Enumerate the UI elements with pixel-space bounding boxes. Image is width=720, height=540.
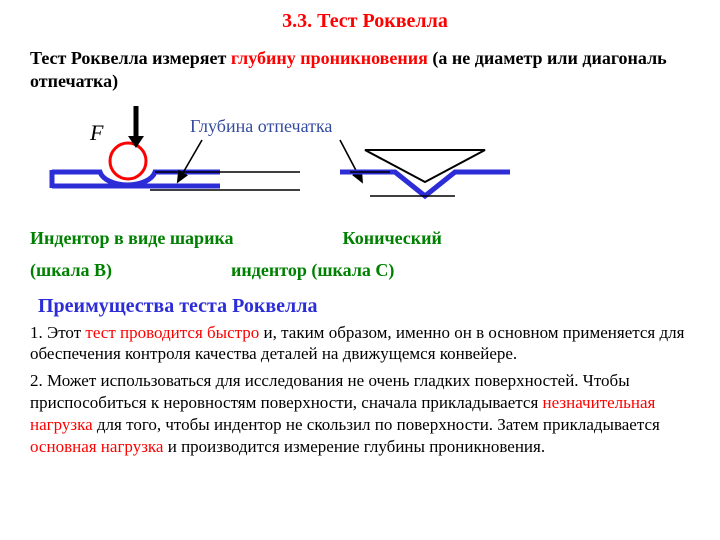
advantage-2: 2. Может использоваться для исследования… (30, 370, 700, 458)
caption-ball-line2: (шкала В) (30, 260, 112, 280)
advantages-heading: Преимущества теста Роквелла (38, 295, 700, 318)
indenter-captions: Индентор в виде шарика Конический (шкала… (30, 222, 700, 287)
p2-b: для того, чтобы индентор не скользил по … (97, 415, 660, 434)
title-text: 3.3. Тест Роквелла (282, 10, 448, 32)
diagram: F Глубина отпечатка (30, 100, 700, 220)
intro-line: Тест Роквелла измеряет глубину проникнов… (30, 47, 700, 94)
p1-a: 1. Этот (30, 323, 85, 342)
p2-red2: основная нагрузка (30, 437, 168, 456)
caption-cone-line1: Конический (343, 228, 442, 248)
p2-c: и производится измерение глубины проникн… (168, 437, 545, 456)
depth-label: Глубина отпечатка (190, 116, 332, 137)
section-title: 3.3. Тест Роквелла (30, 10, 700, 33)
p1-red: тест проводится быстро (85, 323, 263, 342)
caption-cone-line2: индентор (шкала С) (231, 260, 394, 280)
advantage-1: 1. Этот тест проводится быстро и, таким … (30, 322, 700, 365)
intro-red: глубину проникновения (231, 48, 432, 68)
p2-a: 2. Может использоваться для исследования… (30, 371, 630, 412)
force-label: F (90, 120, 103, 146)
intro-part1: Тест Роквелла измеряет (30, 48, 231, 68)
caption-ball-line1: Индентор в виде шарика (30, 228, 234, 248)
